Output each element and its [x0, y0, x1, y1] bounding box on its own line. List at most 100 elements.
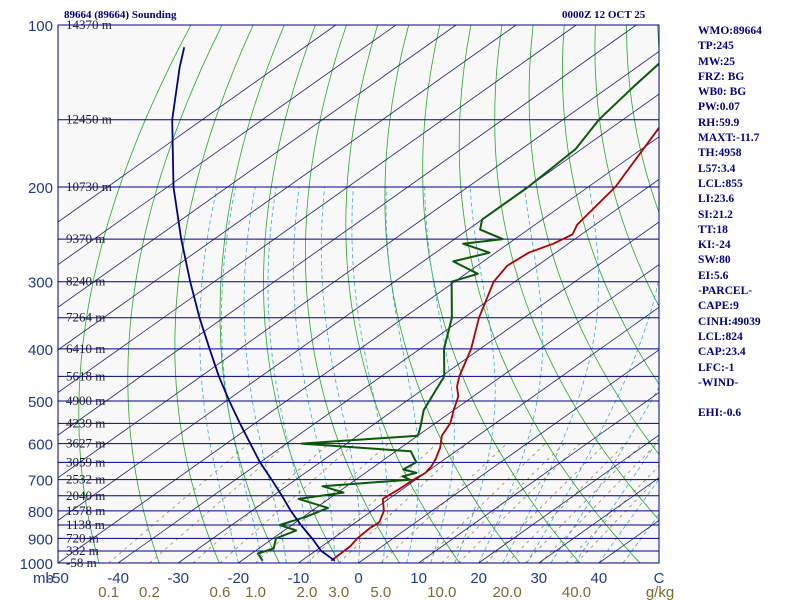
height-level-label: 3059 m [66, 454, 105, 469]
mixing-ratio-line [506, 443, 626, 563]
height-level-label: 1138 m [66, 517, 105, 532]
isotherm [238, 264, 659, 563]
mixing-ratio-line [306, 443, 438, 563]
isotherm [58, 25, 337, 223]
temperature-tick-label: -10 [288, 570, 310, 587]
temperature-tick-label: -30 [167, 570, 189, 587]
temperature-tick-label: 20 [470, 570, 487, 587]
height-level-label: 1578 m [66, 503, 105, 518]
pressure-tick-label: 600 [28, 437, 53, 454]
isotherm [117, 178, 659, 563]
mixing-ratio-line [421, 443, 546, 563]
mixing-ratio-line [338, 443, 468, 563]
isotherm [58, 25, 397, 266]
isotherm [418, 392, 659, 563]
pressure-tick-label: 500 [28, 394, 53, 411]
pressure-tick-label: 200 [28, 180, 53, 197]
sounding-index: CINH:49039 [698, 315, 761, 328]
sounding-index: -WIND- [698, 376, 739, 389]
plot-border [57, 24, 660, 564]
sounding-index: LFC:-1 [698, 361, 735, 374]
mixing-ratio-tick-label: 20.0 [492, 584, 521, 600]
plot-background [58, 25, 659, 563]
height-level-label: 5618 m [66, 368, 105, 383]
isotherm [58, 93, 659, 521]
height-level-label: 720 m [66, 530, 99, 545]
moist-adiabat [526, 275, 659, 563]
sounding-index: MAXT:-11.7 [698, 132, 760, 145]
height-level-label: 9370 m [66, 231, 105, 246]
sounding-index: CAPE:9 [698, 300, 739, 313]
sounding-index: TP:245 [698, 40, 734, 53]
temperature-tick-label: -40 [107, 570, 129, 587]
isotherm [478, 434, 659, 563]
isotherm [58, 25, 637, 436]
isotherm [58, 136, 659, 563]
mixing-ratio-line [380, 443, 508, 563]
height-level-label: 12450 m [66, 112, 112, 127]
moist-adiabat [454, 186, 496, 563]
sounding-index: KI:-24 [698, 239, 731, 252]
sounding-index: EI:5.6 [698, 269, 729, 282]
pressure-tick-label: 100 [28, 18, 53, 35]
temperature-tick-label: 10 [410, 570, 427, 587]
mixing-ratio-tick-label: 1.0 [245, 584, 266, 600]
sounding-index: PW:0.07 [698, 101, 740, 114]
height-level-label: 4239 m [66, 415, 105, 430]
sounding-index: WB0: BG [698, 86, 747, 99]
sounding-index: -PARCEL- [698, 285, 753, 298]
sounding-index: TT:18 [698, 223, 728, 236]
grid-lines [58, 25, 659, 563]
isotherm [358, 349, 659, 563]
pressure-tick-label: 800 [28, 504, 53, 521]
height-level-label: 7264 m [66, 310, 105, 325]
height-level-label: 14370 m [66, 17, 112, 32]
mixing-ratio-tick-label: 40.0 [562, 584, 591, 600]
sounding-index: TH:4958 [698, 147, 742, 160]
temperature-tick-label: -20 [227, 570, 249, 587]
sounding-index: LCL:855 [698, 177, 743, 190]
pressure-unit-label: mb [33, 570, 54, 587]
sounding-index: CAP:23.4 [698, 346, 746, 359]
temperature-tick-label: 40 [591, 570, 608, 587]
height-level-label: 2040 m [66, 488, 105, 503]
mixing-ratio-tick-label: 0.6 [210, 584, 231, 600]
pressure-tick-label: 900 [28, 531, 53, 548]
isotherm [177, 221, 659, 563]
sounding-index: SW:80 [698, 254, 731, 267]
temperature-unit-label: C [654, 570, 665, 587]
height-level-label: -58 m [66, 555, 97, 570]
mixing-ratio-tick-label: 0.1 [98, 584, 119, 600]
pressure-tick-label: 300 [28, 275, 53, 292]
isotherm [58, 25, 517, 351]
isotherm [58, 25, 457, 308]
height-level-label: 3627 m [66, 436, 105, 451]
height-level-label: 6410 m [66, 341, 105, 356]
isotherm [58, 25, 577, 393]
mixing-ratio-unit-label: g/kg [646, 584, 674, 600]
sounding-index: L57:3.4 [698, 162, 736, 175]
height-level-label: 8240 m [66, 274, 105, 289]
sounding-time: 0000Z 12 OCT 25 [562, 9, 646, 21]
height-level-label: 332 m [66, 543, 99, 558]
station-title: 89664 (89664) Sounding [64, 9, 177, 21]
mixing-ratio-tick-label: 2.0 [296, 584, 317, 600]
mixing-ratio-tick-label: 10.0 [427, 584, 456, 600]
mixing-ratio-tick-label: 0.2 [139, 584, 160, 600]
sounding-index: EHI:-0.6 [698, 407, 742, 420]
sounding-index: WMO:89664 [698, 25, 762, 37]
parcel-trace [171, 47, 336, 562]
sounding-index: LI:23.6 [698, 193, 735, 206]
mixing-ratio-line [441, 443, 565, 563]
sounding-indices-panel: WMO:89664 TP:245 MW:25 FRZ: BG WB0: BG PW:0.0… [698, 24, 798, 422]
pressure-tick-label: 1000 [20, 556, 53, 573]
pressure-tick-label: 400 [28, 342, 53, 359]
mixing-ratio-tick-label: 3.0 [328, 584, 349, 600]
height-level-label: 10730 m [66, 179, 112, 194]
isotherm [58, 51, 659, 479]
sounding-index: LCL:824 [698, 330, 743, 343]
temperature-tick-label: 0 [354, 570, 362, 587]
sounding-index: FRZ: BG [698, 70, 745, 83]
height-level-label: 2532 m [66, 472, 105, 487]
